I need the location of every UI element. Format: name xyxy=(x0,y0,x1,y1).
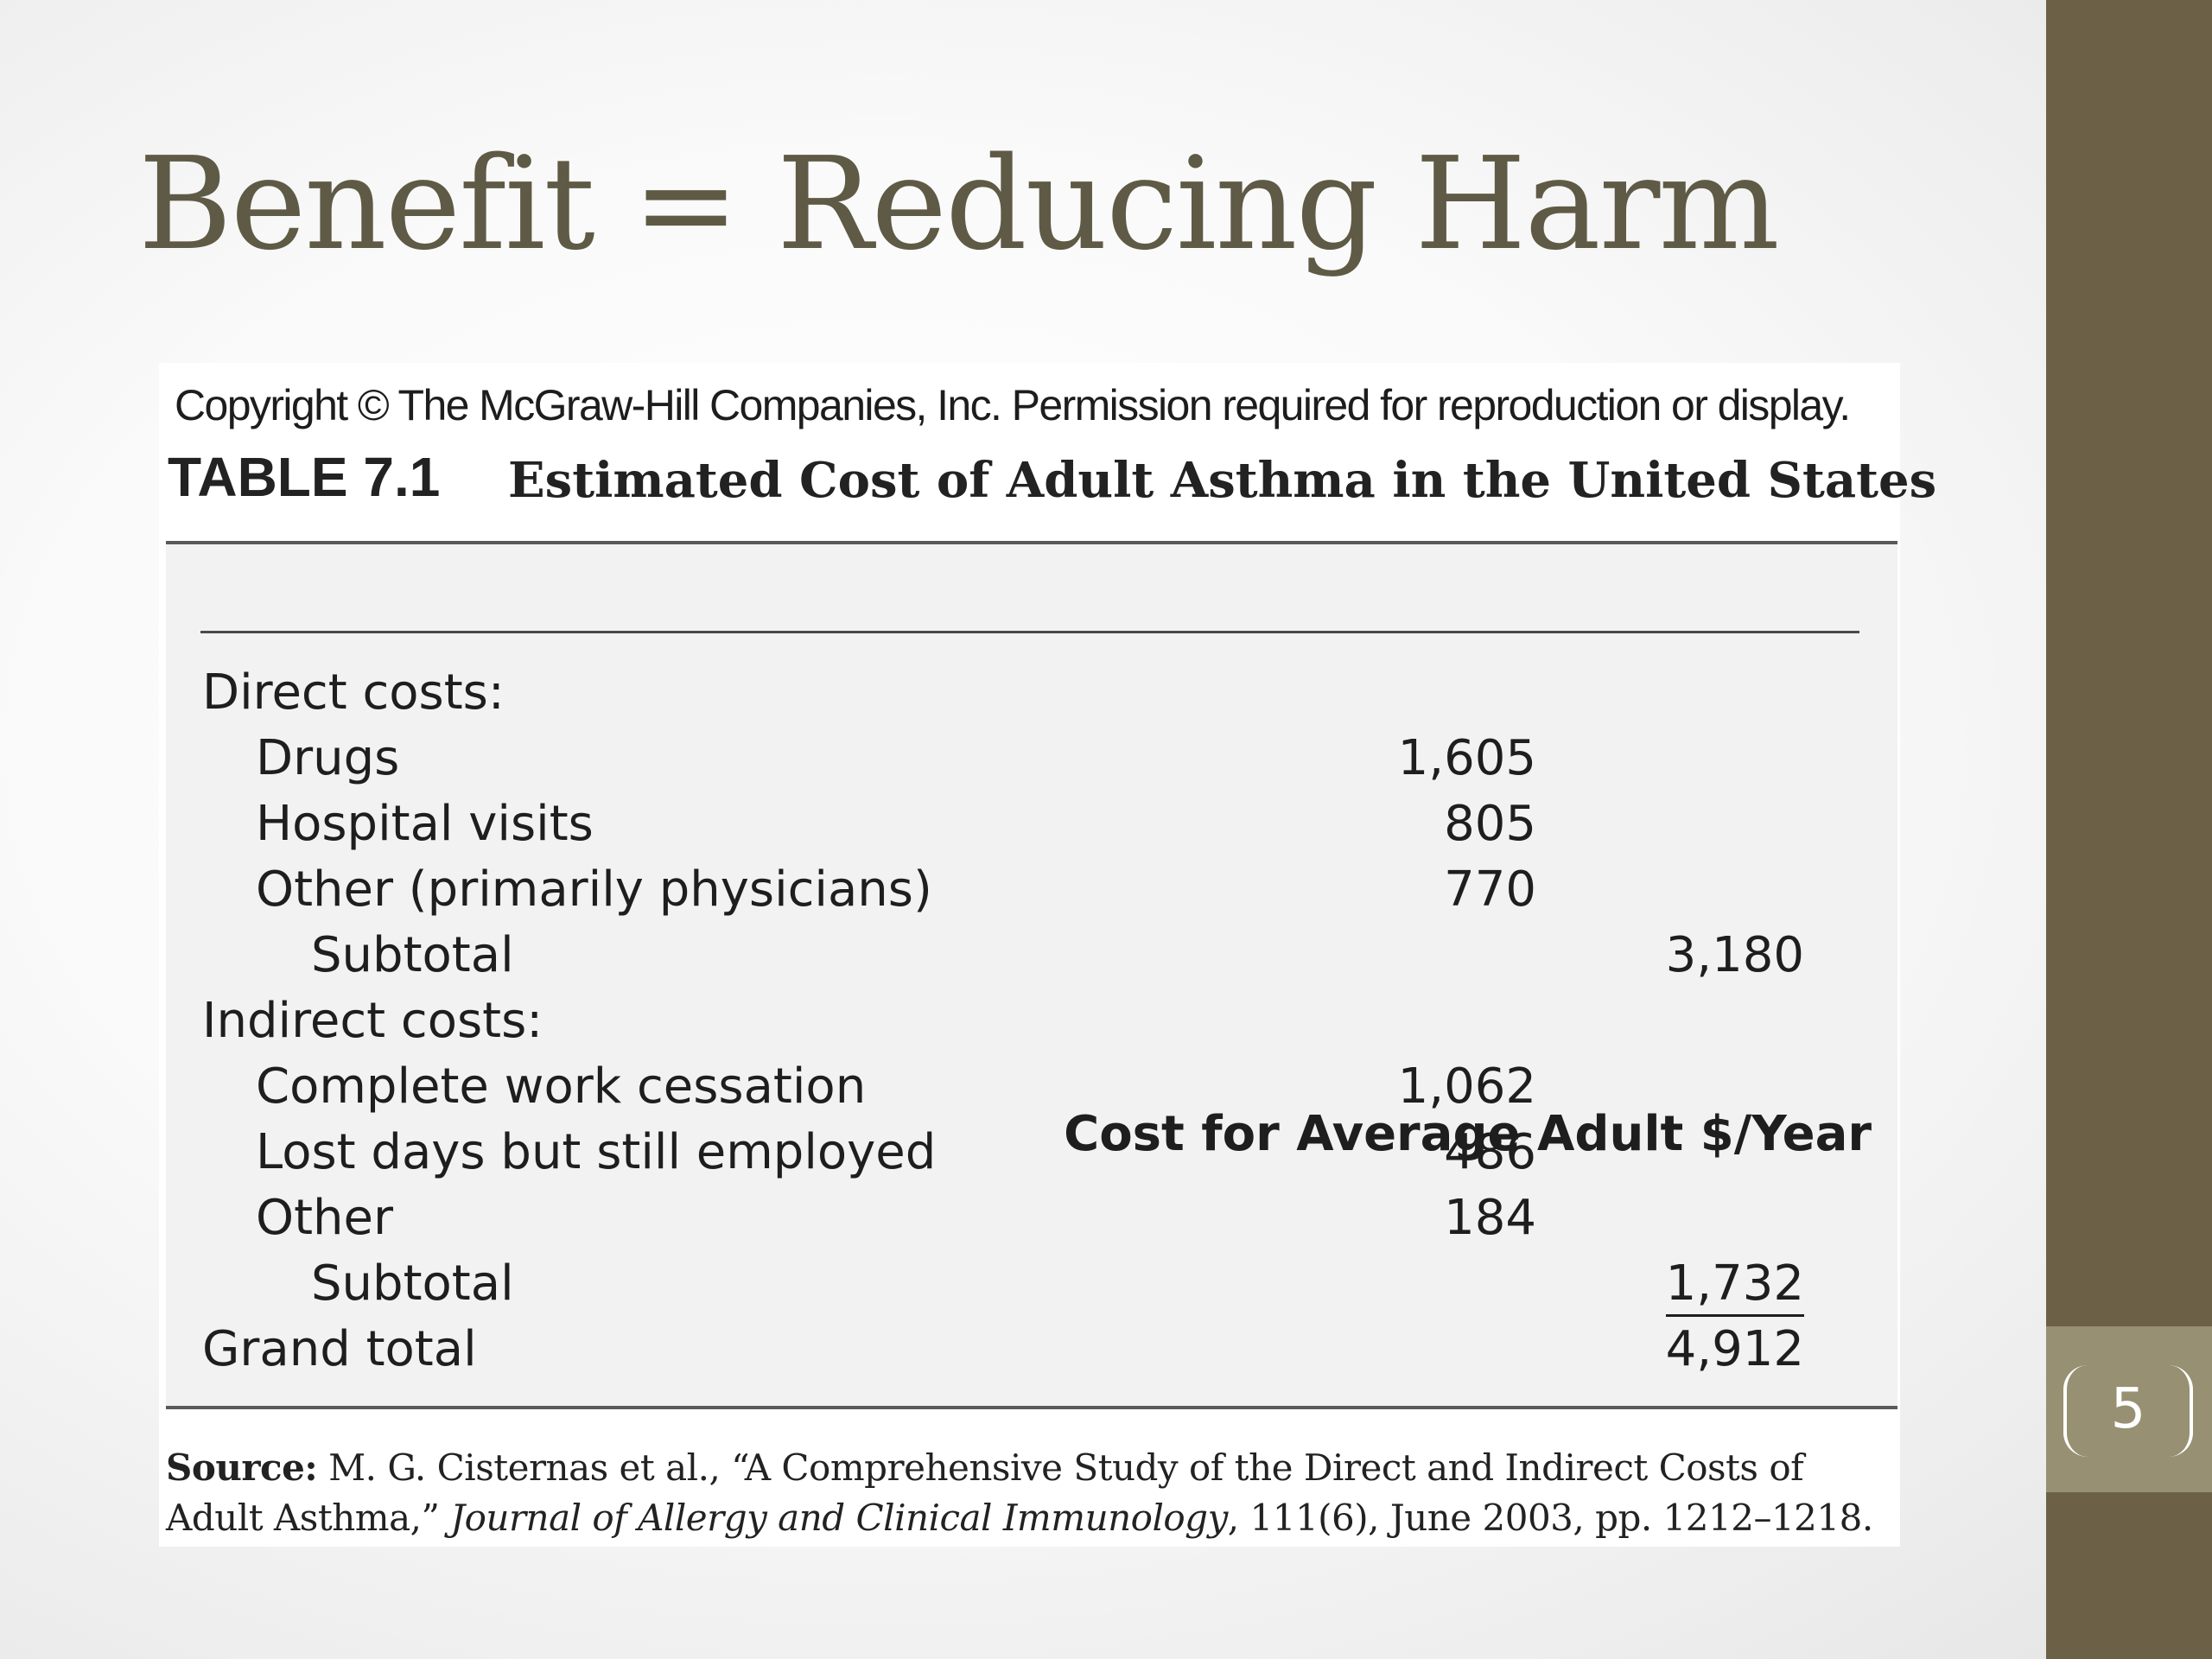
row-amount: 184 xyxy=(1444,1190,1536,1246)
row-label: Lost days but still employed xyxy=(256,1124,937,1180)
table-row: Drugs 1,605 xyxy=(166,726,1897,791)
table-row: Other 184 xyxy=(166,1185,1897,1251)
row-label: Subtotal xyxy=(311,1255,514,1312)
row-label: Other xyxy=(256,1190,394,1246)
row-amount: 805 xyxy=(1444,796,1536,852)
row-label: Grand total xyxy=(202,1321,477,1377)
page-number: 5 xyxy=(2063,1365,2193,1457)
table-row: Other (primarily physicians) 770 xyxy=(166,857,1897,923)
column-header: Cost for Average Adult $/Year xyxy=(1064,1106,1872,1162)
row-amount: 770 xyxy=(1444,861,1536,918)
cost-table: Cost for Average Adult $/Year Direct cos… xyxy=(166,541,1897,1409)
row-label: Direct costs: xyxy=(202,664,505,721)
table-row: Subtotal 1,732 xyxy=(166,1251,1897,1317)
source-label: Source: xyxy=(166,1446,318,1489)
copyright-notice: Copyright © The McGraw-Hill Companies, I… xyxy=(175,381,1851,429)
table-row: Indirect costs: xyxy=(166,988,1897,1054)
table-source-note: Source: M. G. Cisternas et al., “A Compr… xyxy=(166,1443,1894,1543)
grand-total-value: 4,912 xyxy=(1665,1321,1804,1377)
source-citation: M. G. Cisternas et al., “A Comprehensive… xyxy=(166,1446,1804,1539)
table-row: Lost days but still employed 486 xyxy=(166,1120,1897,1185)
table-caption: Estimated Cost of Adult Asthma in the Un… xyxy=(508,452,1937,509)
row-subtotal-wrap: 1,732 xyxy=(1286,1251,1804,1317)
table-row: Direct costs: xyxy=(166,660,1897,726)
table-label: TABLE 7.1 xyxy=(168,446,441,508)
row-amount: 486 xyxy=(1444,1124,1536,1180)
table-row: Grand total 4,912 xyxy=(166,1317,1897,1382)
row-label: Subtotal xyxy=(311,927,514,983)
header-divider xyxy=(200,631,1859,633)
slide-title: Benefit = Reducing Harm xyxy=(138,130,1780,278)
row-subtotal: 3,180 xyxy=(1665,927,1804,983)
row-amount: 1,062 xyxy=(1397,1058,1536,1115)
page-number-tab xyxy=(2046,1326,2212,1492)
table-row: Subtotal 3,180 xyxy=(166,923,1897,988)
row-amount: 1,605 xyxy=(1397,730,1536,786)
row-label: Indirect costs: xyxy=(202,993,543,1049)
row-label: Complete work cessation xyxy=(256,1058,867,1115)
table-row: Hospital visits 805 xyxy=(166,791,1897,857)
row-label: Other (primarily physicians) xyxy=(256,861,932,918)
source-citation-end: , 111(6), June 2003, pp. 1212–1218. xyxy=(1227,1497,1873,1539)
row-label: Hospital visits xyxy=(256,796,594,852)
row-label: Drugs xyxy=(256,730,400,786)
table-row: Complete work cessation 1,062 xyxy=(166,1054,1897,1120)
source-journal: Journal of Allergy and Clinical Immunolo… xyxy=(450,1497,1228,1539)
row-subtotal: 1,732 xyxy=(1665,1254,1804,1317)
